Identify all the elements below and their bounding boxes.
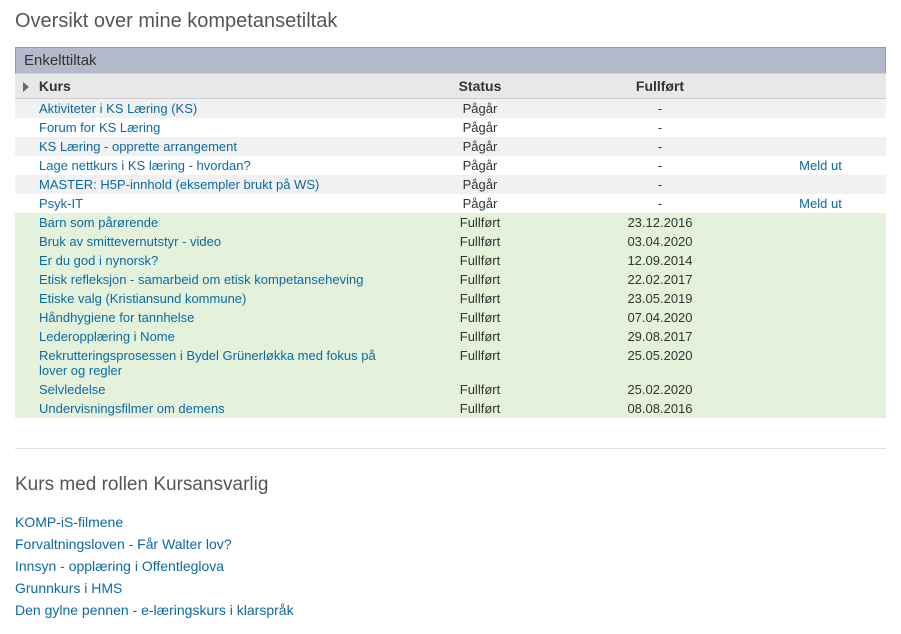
course-link[interactable]: Undervisningsfilmer om demens — [39, 401, 225, 416]
action-cell — [755, 232, 886, 251]
table-row: Psyk-IT Pågår- Meld ut — [15, 194, 886, 213]
status-cell: Pågår — [395, 118, 565, 137]
date-cell: 12.09.2014 — [565, 251, 755, 270]
section-header: Enkelttiltak — [15, 47, 886, 73]
meld-ut-link[interactable]: Meld ut — [799, 196, 842, 211]
column-header-fullfort[interactable]: Fullført — [565, 74, 755, 99]
table-row: Selvledelse Fullført25.02.2020 — [15, 380, 886, 399]
action-cell — [755, 380, 886, 399]
action-cell — [755, 308, 886, 327]
responsible-course-link[interactable]: Forvaltningsloven - Får Walter lov? — [15, 536, 886, 552]
status-cell: Fullført — [395, 327, 565, 346]
responsible-course-link[interactable]: Innsyn - opplæring i Offentleglova — [15, 558, 886, 574]
course-link[interactable]: Etisk refleksjon - samarbeid om etisk ko… — [39, 272, 363, 287]
responsible-course-link[interactable]: Grunnkurs i HMS — [15, 580, 886, 596]
course-link[interactable]: Selvledelse — [39, 382, 106, 397]
table-row: KS Læring - opprette arrangement Pågår- — [15, 137, 886, 156]
table-row: Lederopplæring i Nome Fullført29.08.2017 — [15, 327, 886, 346]
status-cell: Fullført — [395, 213, 565, 232]
column-header-status[interactable]: Status — [395, 74, 565, 99]
date-cell: - — [565, 194, 755, 213]
table-row: Forum for KS Læring Pågår- — [15, 118, 886, 137]
course-link[interactable]: Håndhygiene for tannhelse — [39, 310, 194, 325]
action-cell: Meld ut — [755, 156, 886, 175]
status-cell: Fullført — [395, 270, 565, 289]
date-cell: 23.05.2019 — [565, 289, 755, 308]
course-link[interactable]: Lederopplæring i Nome — [39, 329, 175, 344]
course-link[interactable]: Rekrutteringsprosessen i Bydel Grünerløk… — [39, 348, 376, 378]
date-cell: 25.05.2020 — [565, 346, 755, 380]
status-cell: Fullført — [395, 289, 565, 308]
course-link[interactable]: KS Læring - opprette arrangement — [39, 139, 237, 154]
table-row: Undervisningsfilmer om demens Fullført08.… — [15, 399, 886, 418]
action-cell — [755, 289, 886, 308]
page-title: Oversikt over mine kompetansetiltak — [15, 10, 886, 33]
date-cell: 29.08.2017 — [565, 327, 755, 346]
course-link[interactable]: Psyk-IT — [39, 196, 83, 211]
date-cell: - — [565, 137, 755, 156]
date-cell: 03.04.2020 — [565, 232, 755, 251]
date-cell: 07.04.2020 — [565, 308, 755, 327]
table-row: Håndhygiene for tannhelse Fullført07.04.2… — [15, 308, 886, 327]
table-row: Er du god i nynorsk? Fullført12.09.2014 — [15, 251, 886, 270]
date-cell: - — [565, 118, 755, 137]
action-cell — [755, 270, 886, 289]
table-row: Etisk refleksjon - samarbeid om etisk ko… — [15, 270, 886, 289]
status-cell: Pågår — [395, 156, 565, 175]
action-cell — [755, 251, 886, 270]
status-cell: Fullført — [395, 399, 565, 418]
course-link[interactable]: Aktiviteter i KS Læring (KS) — [39, 101, 197, 116]
date-cell: - — [565, 156, 755, 175]
action-cell — [755, 118, 886, 137]
action-cell — [755, 175, 886, 194]
table-row: Etiske valg (Kristiansund kommune) Fullfø… — [15, 289, 886, 308]
course-link[interactable]: Barn som pårørende — [39, 215, 158, 230]
date-cell: 25.02.2020 — [565, 380, 755, 399]
action-cell: Meld ut — [755, 194, 886, 213]
status-cell: Pågår — [395, 194, 565, 213]
table-row: MASTER: H5P-innhold (eksempler brukt på … — [15, 175, 886, 194]
status-cell: Fullført — [395, 251, 565, 270]
section2-title: Kurs med rollen Kursansvarlig — [15, 474, 886, 496]
action-cell — [755, 399, 886, 418]
column-header-action — [755, 74, 886, 99]
column-label-kurs: Kurs — [39, 78, 71, 94]
date-cell: 08.08.2016 — [565, 399, 755, 418]
table-row: Aktiviteter i KS Læring (KS) Pågår- — [15, 99, 886, 119]
action-cell — [755, 346, 886, 380]
status-cell: Pågår — [395, 99, 565, 119]
action-cell — [755, 213, 886, 232]
competence-table: Kurs Status Fullført Aktiviteter i KS Læ… — [15, 73, 886, 418]
action-cell — [755, 327, 886, 346]
date-cell: - — [565, 175, 755, 194]
responsible-course-link[interactable]: Den gylne pennen - e-læringskurs i klars… — [15, 602, 886, 618]
table-row: Bruk av smittevernutstyr - video Fullført… — [15, 232, 886, 251]
status-cell: Fullført — [395, 232, 565, 251]
status-cell: Fullført — [395, 308, 565, 327]
course-link[interactable]: Lage nettkurs i KS læring - hvordan? — [39, 158, 251, 173]
date-cell: 22.02.2017 — [565, 270, 755, 289]
divider — [15, 448, 886, 449]
course-link[interactable]: MASTER: H5P-innhold (eksempler brukt på … — [39, 177, 319, 192]
course-link[interactable]: Er du god i nynorsk? — [39, 253, 158, 268]
expand-arrow-icon[interactable] — [23, 82, 29, 92]
status-cell: Fullført — [395, 380, 565, 399]
meld-ut-link[interactable]: Meld ut — [799, 158, 842, 173]
table-row: Barn som pårørende Fullført23.12.2016 — [15, 213, 886, 232]
course-link-list: KOMP-iS-filmene Forvaltningsloven - Får W… — [15, 514, 886, 618]
table-row: Lage nettkurs i KS læring - hvordan? Pågå… — [15, 156, 886, 175]
course-link[interactable]: Etiske valg (Kristiansund kommune) — [39, 291, 246, 306]
action-cell — [755, 137, 886, 156]
table-row: Rekrutteringsprosessen i Bydel Grünerløk… — [15, 346, 886, 380]
responsible-course-link[interactable]: KOMP-iS-filmene — [15, 514, 886, 530]
date-cell: - — [565, 99, 755, 119]
status-cell: Pågår — [395, 137, 565, 156]
status-cell: Fullført — [395, 346, 565, 380]
course-link[interactable]: Bruk av smittevernutstyr - video — [39, 234, 221, 249]
action-cell — [755, 99, 886, 119]
column-header-kurs[interactable]: Kurs — [15, 74, 395, 99]
course-link[interactable]: Forum for KS Læring — [39, 120, 160, 135]
date-cell: 23.12.2016 — [565, 213, 755, 232]
status-cell: Pågår — [395, 175, 565, 194]
